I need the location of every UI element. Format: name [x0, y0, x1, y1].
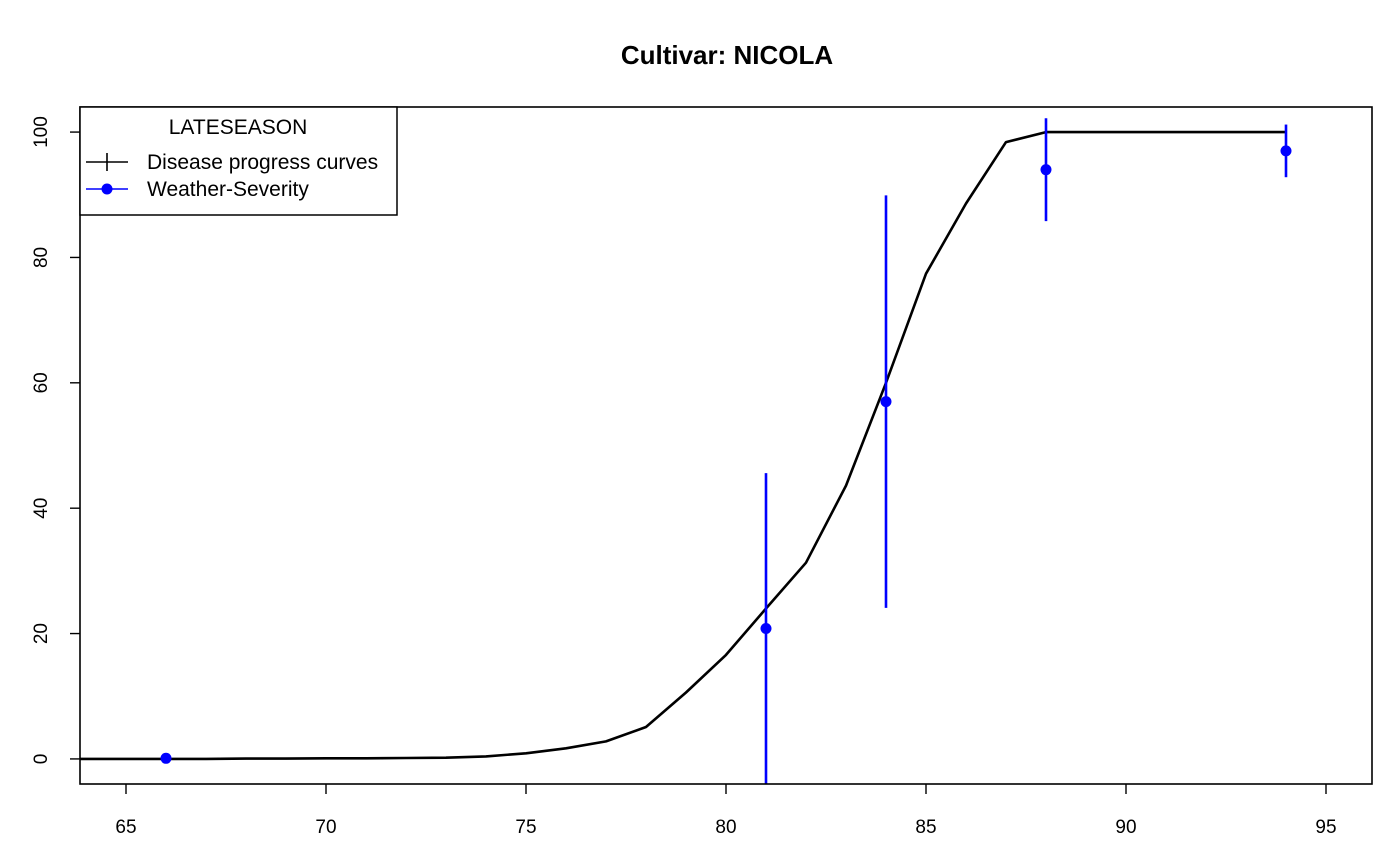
y-tick-label: 100 [31, 116, 52, 148]
x-tick-label: 95 [1315, 817, 1336, 838]
weather-severity-point [160, 752, 172, 764]
axes-layer: 65 70 75 80 85 90 95 0 20 40 60 80 100 [31, 106, 1373, 838]
legend-entry-disease-progress: Disease progress curves [86, 151, 378, 174]
legend-title: LATESEASON [169, 116, 308, 139]
chart-title: Cultivar: NICOLA [621, 40, 834, 70]
legend-circle-marker [101, 183, 113, 195]
legend-label-disease-progress: Disease progress curves [147, 151, 378, 174]
disease-progress-curve [80, 130, 1286, 761]
x-tick-label: 80 [715, 817, 736, 838]
x-tick-label: 85 [915, 817, 936, 838]
y-tick-label: 20 [31, 623, 52, 644]
plot-inner [80, 118, 1292, 784]
plot-layer [80, 118, 1292, 784]
x-tick-label: 70 [315, 817, 336, 838]
weather-severity-point [1040, 164, 1052, 176]
x-tick-label: 65 [115, 817, 136, 838]
x-tick-label: 90 [1115, 817, 1136, 838]
legend-label-weather-severity: Weather-Severity [147, 178, 309, 201]
legend-entry-weather-severity: Weather-Severity [86, 178, 309, 201]
weather-severity-point [760, 623, 772, 635]
weather-severity-point [1280, 145, 1292, 157]
x-tick-label: 75 [515, 817, 536, 838]
y-tick-label: 80 [31, 247, 52, 268]
y-tick-label: 40 [31, 498, 52, 519]
legend-box [79, 106, 398, 216]
y-tick-label: 0 [31, 754, 52, 765]
weather-severity-point [880, 396, 892, 408]
y-tick-label: 60 [31, 372, 52, 393]
legend: LATESEASON Disease progress curves Weath… [79, 106, 398, 216]
